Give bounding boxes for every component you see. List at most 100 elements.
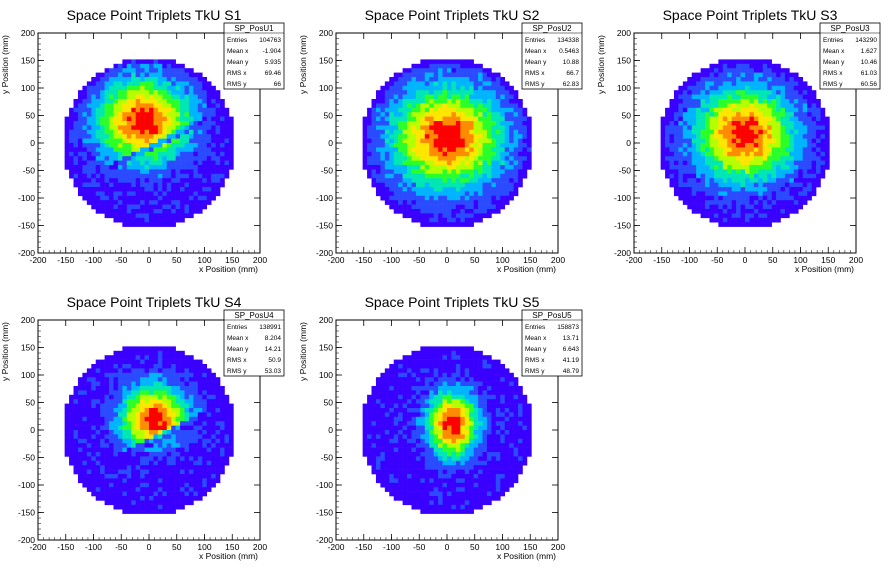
heatmap-cell [776, 178, 781, 183]
heatmap-cell [166, 447, 172, 453]
heatmap-cell [736, 68, 741, 73]
heatmap-cell [758, 63, 764, 69]
heatmap-cell [807, 195, 812, 201]
heatmap-cell [104, 77, 110, 82]
heatmap-cell [513, 187, 519, 192]
heatmap-cell [745, 204, 750, 210]
heatmap-cell [789, 200, 795, 205]
heatmap-cell [753, 129, 759, 135]
heatmap-cell [398, 204, 403, 210]
heatmap-cell [398, 182, 403, 188]
heatmap-cell [687, 129, 693, 135]
heatmap-cell [82, 90, 88, 95]
heatmap-cell [500, 94, 506, 100]
heatmap-cell [126, 377, 132, 382]
heatmap-cell [82, 195, 88, 201]
heatmap-cell [197, 85, 203, 91]
heatmap-cell [91, 94, 97, 100]
heatmap-cell [117, 138, 123, 144]
heatmap-cell [180, 469, 185, 475]
heatmap-cell [100, 390, 105, 396]
heatmap-cell [776, 72, 781, 78]
heatmap-cell [135, 217, 141, 223]
heatmap-cell [91, 408, 97, 413]
heatmap-cell [162, 412, 168, 418]
heatmap-cell [780, 107, 786, 113]
heatmap-cell [220, 134, 225, 139]
heatmap-cell [447, 178, 452, 183]
heatmap-cell [491, 143, 497, 148]
heatmap-cell [398, 134, 403, 139]
heatmap-cell [149, 381, 154, 387]
heatmap-cell [447, 134, 452, 139]
heatmap-cell [184, 77, 190, 82]
heatmap-cell [811, 134, 817, 139]
heatmap-cell [166, 125, 172, 131]
heatmap-cell [407, 134, 412, 139]
heatmap-cell [749, 107, 755, 113]
heatmap-cell [518, 112, 523, 117]
heatmap-cell [705, 68, 710, 73]
heatmap-cell [776, 213, 781, 219]
heatmap-cell [473, 90, 479, 95]
heatmap-cell [460, 107, 466, 113]
heatmap-cell [464, 85, 470, 91]
heatmap-cell [162, 408, 168, 413]
heatmap-cell [687, 173, 693, 179]
heatmap-cell [117, 394, 123, 400]
heatmap-cell [180, 421, 185, 426]
heatmap-cell [518, 143, 523, 148]
heatmap-cell [149, 138, 154, 144]
heatmap-cell [802, 99, 808, 104]
heatmap-cell [384, 151, 390, 157]
heatmap-cell [113, 381, 119, 387]
heatmap-cell [171, 482, 176, 488]
heatmap-cell [451, 169, 457, 175]
heatmap-cell [389, 173, 395, 179]
heatmap-cell [95, 187, 101, 192]
heatmap-cell [126, 386, 132, 391]
heatmap-cell [126, 191, 132, 197]
heatmap-cell [802, 107, 808, 113]
heatmap-cell [171, 355, 176, 360]
heatmap-cell [131, 381, 136, 387]
heatmap-cell [398, 112, 403, 117]
heatmap-cell [157, 346, 163, 352]
heatmap-cell [482, 103, 488, 109]
heatmap-cell [157, 116, 163, 122]
heatmap-cell [780, 178, 786, 183]
heatmap-cell [736, 160, 741, 166]
heatmap-cell [771, 138, 777, 144]
heatmap-cell [469, 107, 474, 113]
heatmap-cell [504, 94, 510, 100]
heatmap-cell [522, 107, 528, 113]
heatmap-cell [95, 421, 101, 426]
heatmap-cell [442, 213, 448, 219]
heatmap-cell [131, 94, 136, 100]
heatmap-cell [745, 90, 750, 95]
heatmap-cell [140, 434, 145, 440]
heatmap-cell [180, 217, 185, 223]
heatmap-cell [100, 138, 105, 144]
heatmap-cell [820, 129, 826, 135]
heatmap-cell [162, 165, 168, 170]
heatmap-cell [197, 178, 203, 183]
heatmap-cell [438, 191, 443, 197]
heatmap-cell [100, 147, 105, 153]
heatmap-cell [109, 381, 114, 387]
heatmap-cell [180, 121, 185, 126]
heatmap-cell [433, 77, 439, 82]
heatmap-cell [144, 496, 150, 501]
heatmap-cell [122, 386, 128, 391]
heatmap-cell [722, 143, 728, 148]
heatmap-cell [140, 399, 145, 404]
heatmap-cell [402, 178, 408, 183]
heatmap-cell [424, 81, 430, 87]
heatmap-cell [784, 187, 790, 192]
heatmap-cell [700, 209, 706, 214]
heatmap-cell [77, 90, 83, 95]
heatmap-cell [100, 99, 105, 104]
heatmap-cell [197, 94, 203, 100]
heatmap-cell [820, 112, 826, 117]
heatmap-cell [682, 103, 688, 109]
